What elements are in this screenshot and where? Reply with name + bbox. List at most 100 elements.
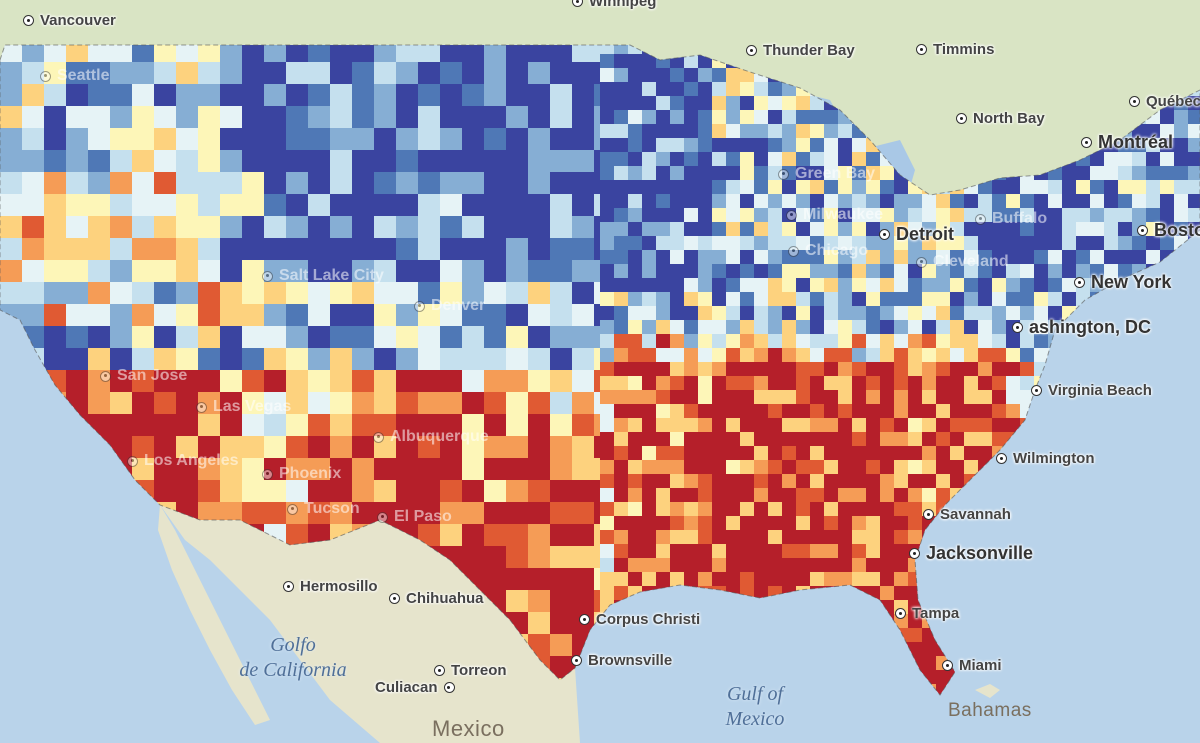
county-cell [936,194,951,209]
city-san-jose[interactable]: San Jose [100,367,187,385]
city-new-york[interactable]: New York [1074,272,1171,293]
county-cell [978,362,993,377]
county-cell [726,544,741,559]
county-cell [796,250,811,265]
city-torreon[interactable]: Torreon [434,662,507,679]
city-savannah[interactable]: Savannah [923,506,1011,523]
county-cell [220,150,243,173]
county-cell [838,348,853,363]
county-cell [740,82,755,97]
county-cell [528,216,551,239]
county-cell [374,128,397,151]
county-cell [950,362,965,377]
city-virginia-beach[interactable]: Virginia Beach [1031,382,1152,399]
county-cell [132,304,155,327]
county-cell [768,292,783,307]
city-las-vegas[interactable]: Las Vegas [196,398,291,416]
city-los-angeles[interactable]: Los Angeles [127,452,239,470]
city-vancouver[interactable]: Vancouver [23,12,116,29]
city-corpus-christi[interactable]: Corpus Christi [579,611,700,628]
city-north-bay[interactable]: North Bay [956,110,1045,127]
county-cell [110,282,133,305]
county-cell [462,524,485,547]
city-miami[interactable]: Miami [942,657,1002,674]
county-cell [286,392,309,415]
county-cell [614,152,629,167]
city-salt-lake-city[interactable]: Salt Lake City [262,267,384,285]
county-cell [684,222,699,237]
city-marker-icon [262,270,273,282]
county-cell [1076,166,1091,181]
county-cell [684,250,699,265]
county-cell [528,634,551,657]
county-cell [740,320,755,335]
city-montreal[interactable]: Montréal [1081,132,1173,153]
county-cell [656,558,671,573]
city-thunder-bay[interactable]: Thunder Bay [746,42,855,59]
county-cell [242,260,265,283]
city-detroit[interactable]: Detroit [879,224,954,245]
city-tucson[interactable]: Tucson [287,500,360,518]
county-cell [484,260,507,283]
city-hermosillo[interactable]: Hermosillo [283,578,378,595]
county-cell [894,558,909,573]
county-cell [88,128,111,151]
city-marker-icon [996,453,1007,464]
county-cell [550,62,573,85]
city-green-bay[interactable]: Green Bay [778,165,875,183]
county-cell [1034,278,1049,293]
county-cell [418,392,441,415]
county-cell [286,172,309,195]
city-albuquerque[interactable]: Albuquerque [373,428,489,446]
city-wilmington[interactable]: Wilmington [996,450,1095,467]
county-cell [198,502,221,525]
county-cell [1090,180,1105,195]
county-cell [796,502,811,517]
county-cell [950,320,965,335]
city-buffalo[interactable]: Buffalo [975,210,1047,228]
city-boston[interactable]: Boston [1137,220,1200,241]
county-cell [768,460,783,475]
county-cell [880,432,895,447]
county-cell [264,392,287,415]
county-cell [796,432,811,447]
city-timmins[interactable]: Timmins [916,41,994,58]
county-cell [1076,264,1091,279]
city-cleveland[interactable]: Cleveland [916,253,1009,271]
city-phoenix[interactable]: Phoenix [262,465,341,483]
county-cell [698,362,713,377]
city-winnipeg[interactable]: Winnipeg [572,0,656,10]
city-denver[interactable]: Denver [414,297,485,315]
county-cell [66,304,89,327]
city-brownsville[interactable]: Brownsville [571,652,672,669]
county-cell [600,460,615,475]
city-jacksonville[interactable]: Jacksonville [909,543,1033,564]
county-cell [614,460,629,475]
county-cell [656,320,671,335]
city-chihuahua[interactable]: Chihuahua [389,590,484,607]
mexico-country-label: Mexico [432,716,505,741]
city-tampa[interactable]: Tampa [895,605,959,622]
county-cell [1020,278,1035,293]
city-el-paso[interactable]: El Paso [377,508,452,526]
city-seattle[interactable]: Seattle [40,67,109,85]
city-culiacan[interactable]: Culiacan [375,679,455,696]
county-cell [220,106,243,129]
city-quebec[interactable]: Québec [1129,93,1200,110]
county-cell [264,436,287,459]
city-chicago[interactable]: Chicago [788,242,868,260]
city-marker-icon [879,229,890,240]
county-cell [922,432,937,447]
city-milwaukee[interactable]: Milwaukee [786,206,883,224]
county-cell [824,292,839,307]
county-cell [600,264,615,279]
county-cell [698,166,713,181]
county-cell [726,180,741,195]
county-cell [1174,180,1189,195]
county-cell [824,208,839,223]
county-cell [628,544,643,559]
city-marker-icon [778,168,789,180]
city-washington-dc[interactable]: ashington, DC [1012,317,1151,338]
